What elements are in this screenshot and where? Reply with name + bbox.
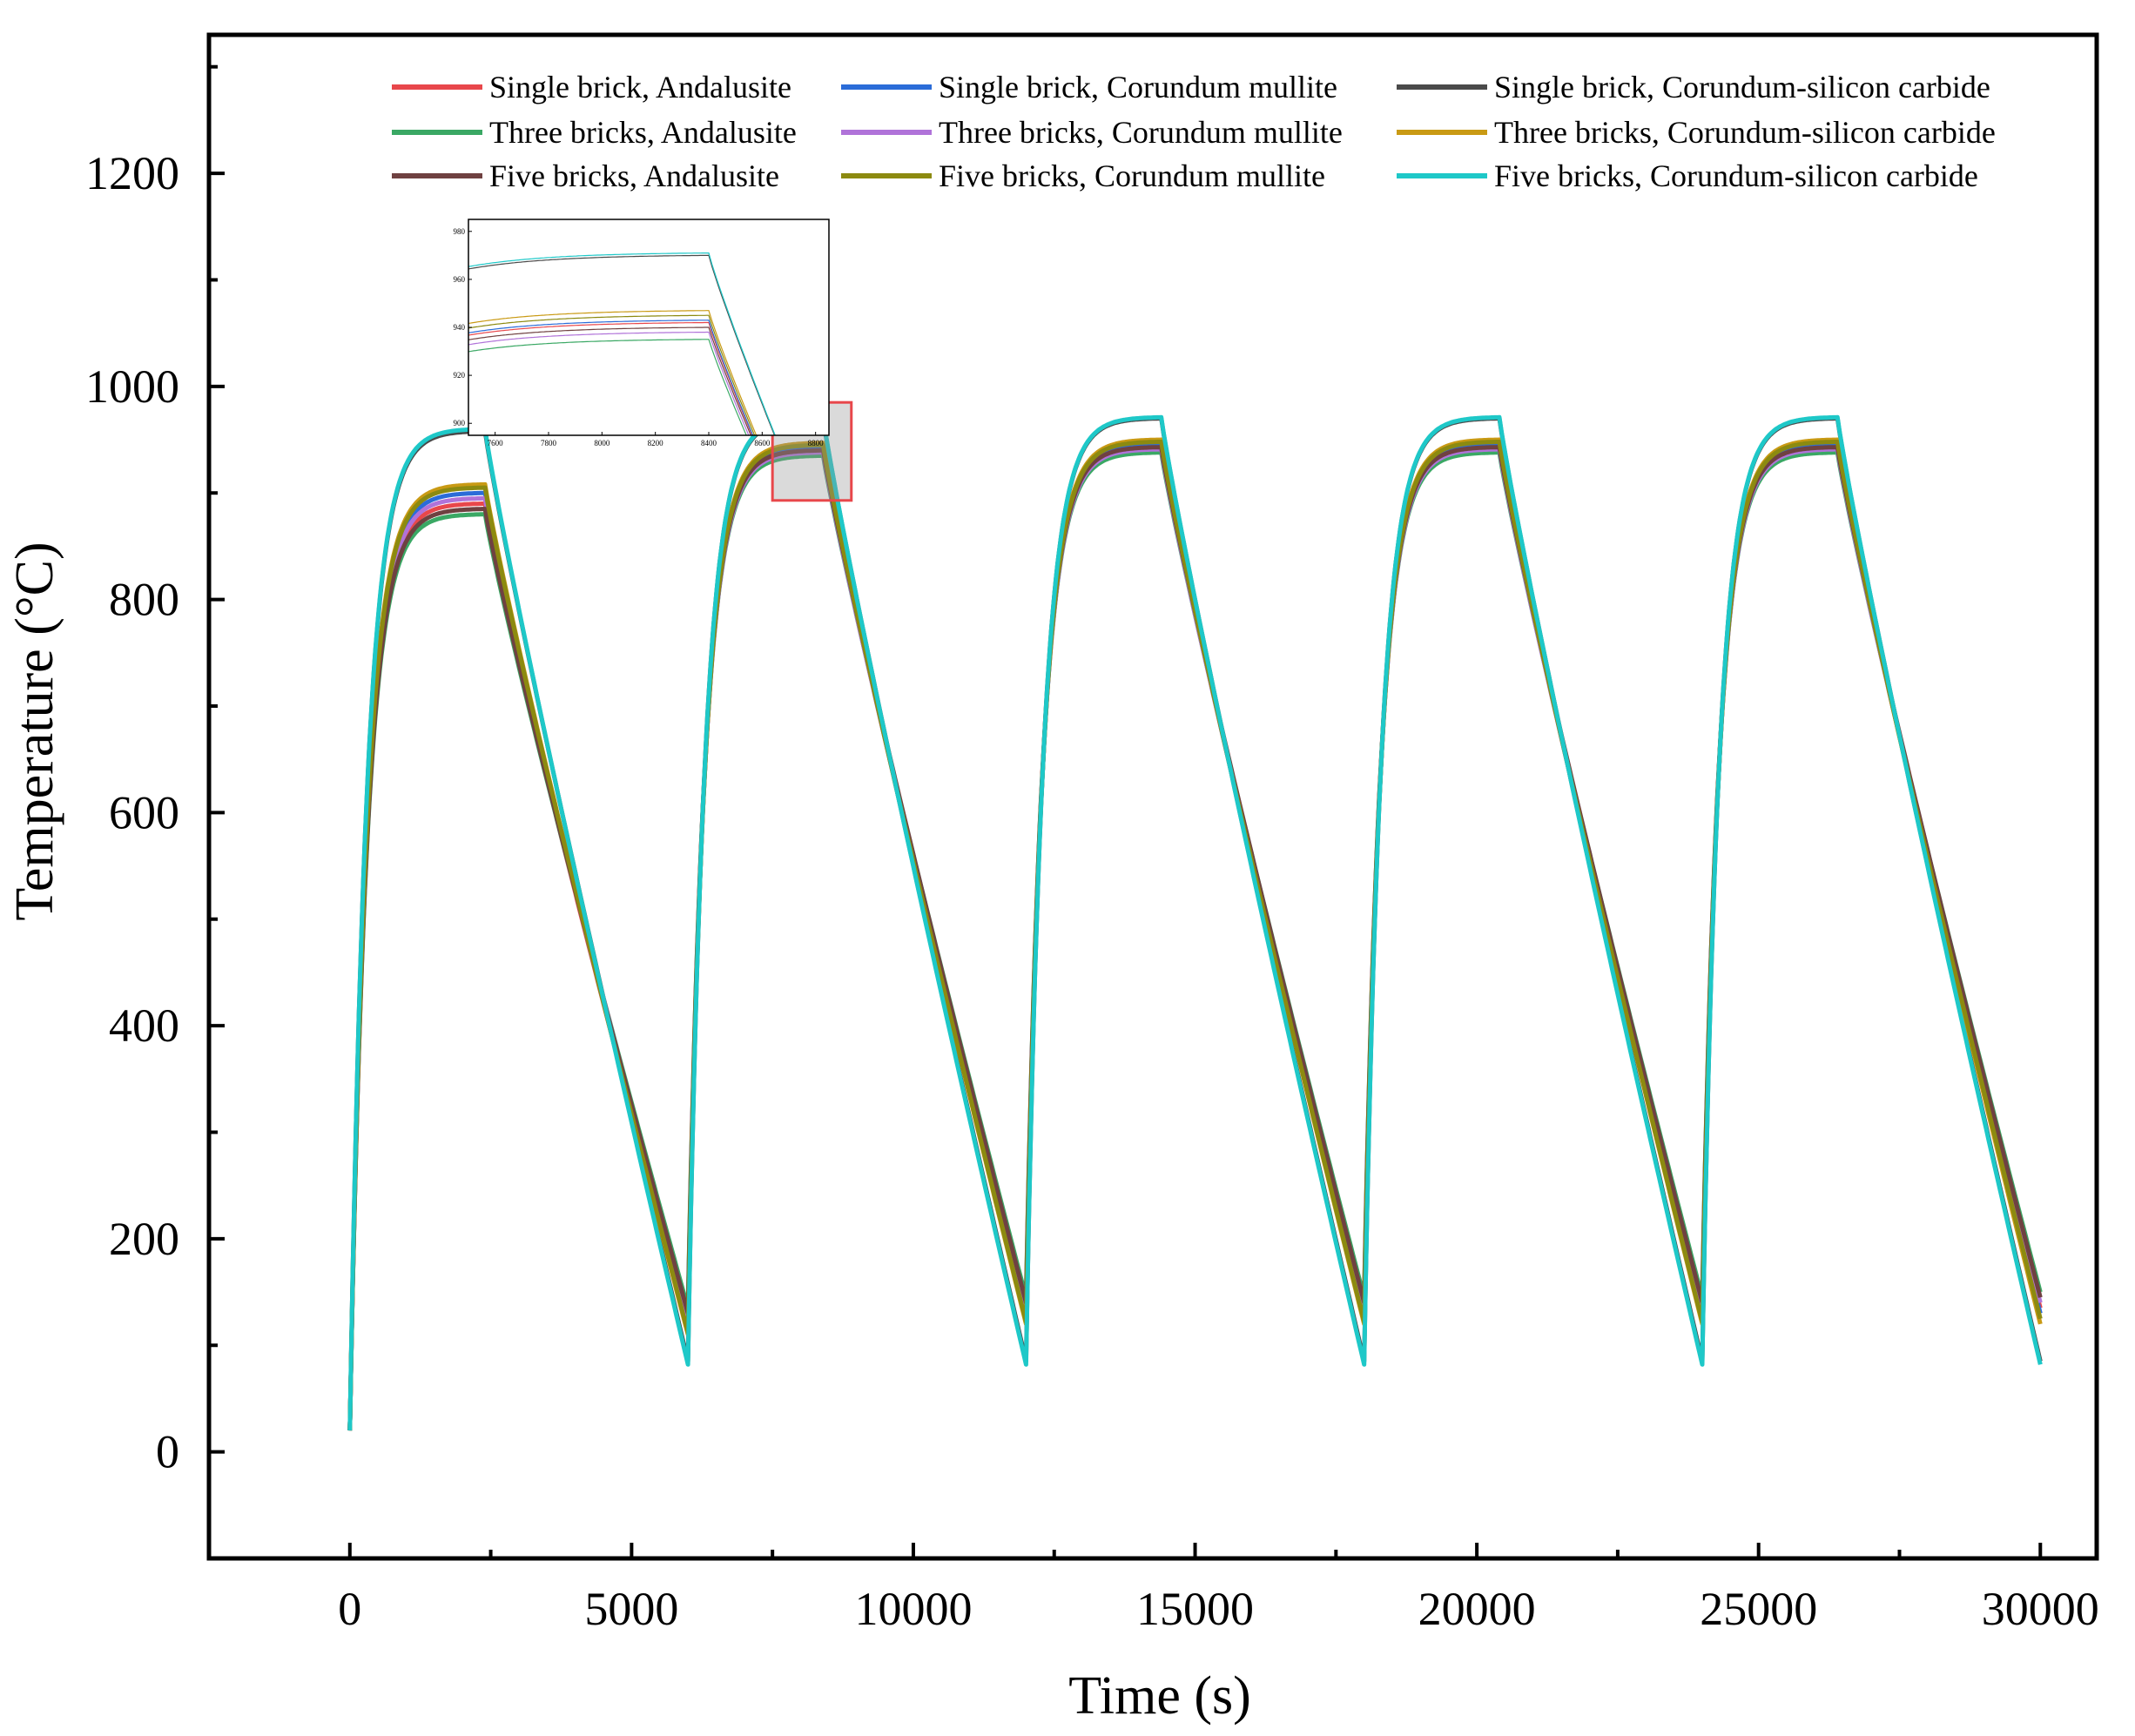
x-tick-label-4: 20000: [1418, 1583, 1536, 1635]
inset-series-line-5: [468, 331, 750, 435]
legend-item-4: Three bricks, Andalusite: [392, 115, 797, 150]
legend-label-1: Single brick, Andalusite: [489, 70, 791, 104]
series-line-9: [347, 414, 2043, 1431]
inset-series-line-9: [468, 252, 776, 435]
inset-x-tick-label-6: 8800: [808, 439, 825, 447]
inset-series-line-1: [468, 321, 753, 435]
inset-chart: 7600 7800 8000 8200 8400 8600 8800 900 920 940 960…: [454, 219, 830, 447]
inset-background: [468, 219, 829, 435]
y-tick-label-0: 0: [156, 1426, 179, 1478]
inset-y-tick-label-2: 940: [454, 323, 466, 332]
inset-series-line-4: [468, 339, 747, 435]
legend-item-8: Five bricks, Corundum mullite: [841, 158, 1325, 193]
y-tick-label-3: 600: [109, 786, 179, 838]
inset-x-tick-label-1: 7800: [541, 439, 557, 447]
x-tick-label-3: 15000: [1136, 1583, 1254, 1635]
legend-label-2: Single brick, Corundum mullite: [939, 70, 1337, 104]
inset-series-line-2: [468, 320, 754, 435]
inset-x-tick-label-4: 8400: [701, 439, 717, 447]
inset-series-line-7: [468, 326, 751, 435]
y-tick-label-1: 200: [109, 1213, 179, 1265]
legend-item-9: Five bricks, Corundum-silicon carbide: [1397, 158, 1978, 193]
x-tick-label-2: 10000: [854, 1583, 972, 1635]
inset-x-tick-label-3: 8200: [648, 439, 664, 447]
x-tick-label-5: 25000: [1700, 1583, 1817, 1635]
inset-y-tick-label-4: 980: [454, 227, 466, 236]
legend-label-7: Five bricks, Andalusite: [489, 158, 779, 193]
legend-item-5: Three bricks, Corundum mullite: [841, 115, 1343, 150]
legend-label-4: Three bricks, Andalusite: [489, 115, 797, 150]
x-tick-label-1: 5000: [584, 1583, 678, 1635]
legend-item-1: Single brick, Andalusite: [392, 70, 791, 104]
y-tick-label-4: 800: [109, 574, 179, 626]
inset-x-tick-label-0: 7600: [488, 439, 504, 447]
y-tick-label-2: 400: [109, 999, 179, 1052]
legend-item-7: Five bricks, Andalusite: [392, 158, 779, 193]
inset-x-tick-label-2: 8000: [594, 439, 610, 447]
inset-x-tick-label-5: 8600: [754, 439, 771, 447]
inset-y-tick-label-0: 900: [454, 419, 466, 427]
legend: Single brick, Andalusite Single brick, Co…: [392, 70, 1996, 193]
y-axis-title: Temperature (°C): [5, 542, 64, 920]
y-tick-label-5: 1000: [85, 360, 179, 413]
inset-series-line-6: [468, 310, 758, 435]
inset-y-tick-label-3: 960: [454, 275, 466, 284]
series-layer: [347, 414, 2043, 1431]
legend-label-8: Five bricks, Corundum mullite: [939, 158, 1325, 193]
legend-label-5: Three bricks, Corundum mullite: [939, 115, 1343, 150]
legend-item-3: Single brick, Corundum-silicon carbide: [1397, 70, 1990, 104]
axes: 0 5000 10000 15000 20000 25000 30000 0 200 400 600…: [85, 32, 2099, 1635]
legend-label-9: Five bricks, Corundum-silicon carbide: [1494, 158, 1978, 193]
x-tick-label-0: 0: [338, 1583, 361, 1635]
y-tick-label-6: 1200: [85, 147, 179, 199]
legend-label-6: Three bricks, Corundum-silicon carbide: [1494, 115, 1996, 150]
inset-series-layer: [468, 252, 776, 435]
legend-item-6: Three bricks, Corundum-silicon carbide: [1397, 115, 1996, 150]
x-axis-title: Time (s): [1068, 1666, 1251, 1726]
legend-label-3: Single brick, Corundum-silicon carbide: [1494, 70, 1990, 104]
x-tick-label-6: 30000: [1982, 1583, 2099, 1635]
legend-item-2: Single brick, Corundum mullite: [841, 70, 1337, 104]
inset-series-line-8: [468, 314, 756, 435]
inset-y-tick-label-1: 920: [454, 371, 466, 380]
plot-frame: [206, 32, 2099, 1561]
inset-series-line-3: [468, 254, 776, 435]
